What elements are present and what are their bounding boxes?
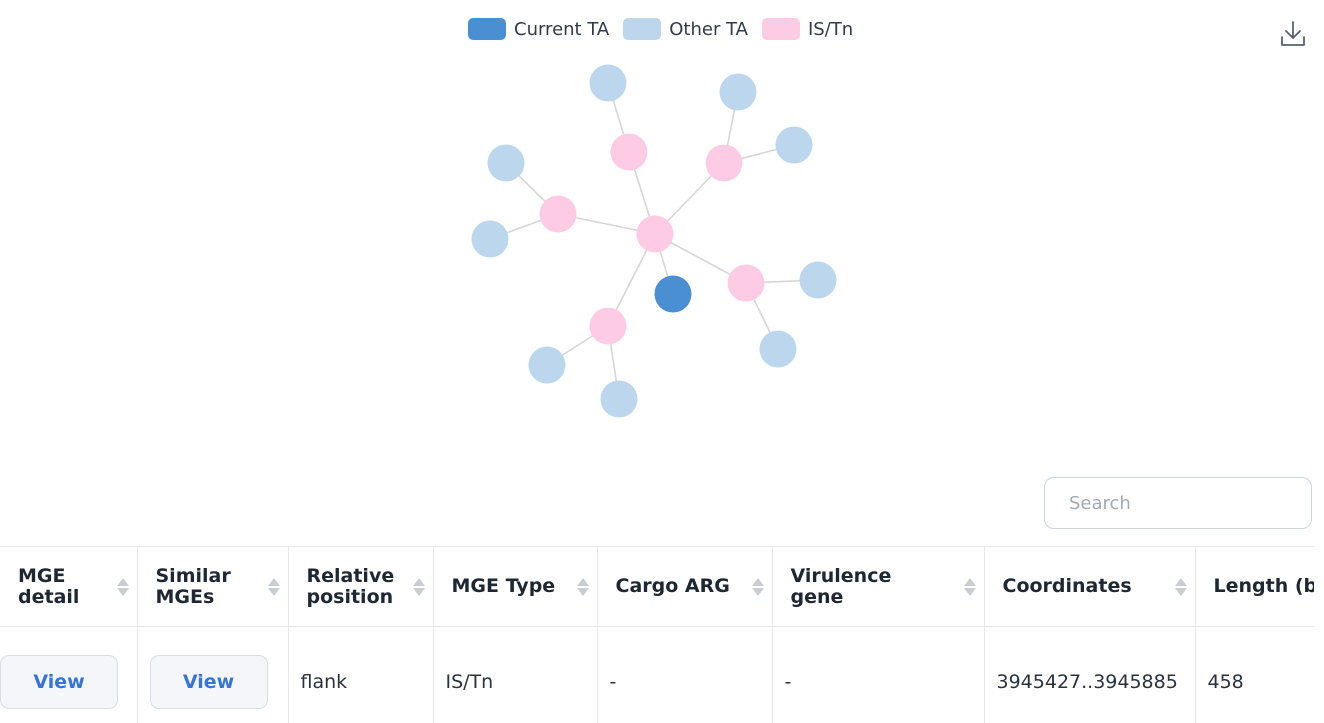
table-header-row: MGE detail Similar MGEs Relative positio… [0, 546, 1315, 627]
view-similar-mges-button[interactable]: View [149, 654, 268, 709]
sort-icon[interactable] [116, 577, 129, 596]
legend-swatch [762, 18, 800, 40]
cell-similar-mges: View [137, 626, 289, 723]
sort-icon[interactable] [267, 577, 280, 596]
other-ta-node[interactable] [775, 126, 813, 164]
column-header-length[interactable]: Length (bp) [1195, 546, 1315, 627]
is-tn-node[interactable] [610, 133, 648, 171]
table-row: View View flank IS/Tn - - 3945427..39458… [0, 626, 1314, 723]
cell-mge-detail: View [0, 626, 138, 723]
is-tn-node[interactable] [539, 195, 577, 233]
sort-icon[interactable] [963, 577, 976, 596]
legend-swatch [468, 18, 506, 40]
other-ta-node[interactable] [799, 261, 837, 299]
graph-legend: Current TA Other TA IS/Tn [468, 16, 867, 42]
sort-icon[interactable] [576, 577, 589, 596]
other-ta-node[interactable] [759, 330, 797, 368]
column-header-mge-detail[interactable]: MGE detail [0, 546, 138, 627]
sort-icon[interactable] [412, 577, 425, 596]
column-header-virulence-gene[interactable]: Virulence gene [772, 546, 985, 627]
cell-coordinates: 3945427..3945885 [984, 626, 1196, 723]
column-header-label: Length (bp) [1213, 575, 1315, 597]
column-header-label: Relative position [306, 564, 395, 608]
other-ta-node[interactable] [719, 73, 757, 111]
cell-relative-position: flank [288, 626, 434, 723]
column-header-label: Coordinates [1002, 575, 1132, 597]
legend-label: IS/Tn [808, 18, 854, 40]
cell-virulence-gene: - [772, 626, 985, 723]
legend-label: Current TA [514, 18, 610, 40]
search-input[interactable] [1044, 477, 1312, 529]
network-graph [471, 64, 837, 418]
legend-item-is-tn[interactable]: IS/Tn [762, 18, 853, 40]
is-tn-node[interactable] [727, 264, 765, 302]
other-ta-node[interactable] [589, 64, 627, 102]
legend-item-other-ta[interactable]: Other TA [623, 18, 748, 40]
download-icon[interactable] [1280, 20, 1306, 48]
sort-icon[interactable] [751, 577, 764, 596]
column-header-relative-position[interactable]: Relative position [288, 546, 434, 627]
legend-swatch [623, 18, 662, 40]
column-header-similar-mges[interactable]: Similar MGEs [137, 546, 289, 627]
cell-cargo-arg: - [597, 626, 773, 723]
mge-table: MGE detail Similar MGEs Relative positio… [0, 546, 1314, 723]
legend-item-current-ta[interactable]: Current TA [468, 18, 609, 40]
cell-length: 458 [1195, 626, 1314, 723]
cell-mge-type: IS/Tn [433, 626, 598, 723]
is-tn-node[interactable] [705, 144, 743, 182]
column-header-label: Cargo ARG [615, 575, 730, 597]
column-header-label: MGE Type [451, 575, 556, 597]
column-header-mge-type[interactable]: MGE Type [433, 546, 598, 627]
column-header-label: MGE detail [18, 564, 80, 608]
other-ta-node[interactable] [600, 380, 638, 418]
column-header-coordinates[interactable]: Coordinates [984, 546, 1196, 627]
is-tn-node[interactable] [636, 215, 674, 253]
column-header-cargo-arg[interactable]: Cargo ARG [597, 546, 773, 627]
column-header-label: Similar MGEs [155, 564, 231, 608]
other-ta-node[interactable] [487, 144, 525, 182]
is-tn-node[interactable] [589, 307, 627, 345]
legend-label: Other TA [669, 18, 748, 40]
sort-icon[interactable] [1174, 577, 1187, 596]
column-header-label: Virulence gene [790, 564, 892, 608]
current-ta-node[interactable] [654, 275, 692, 313]
view-mge-detail-button[interactable]: View [0, 654, 118, 709]
other-ta-node[interactable] [528, 346, 566, 384]
other-ta-node[interactable] [471, 220, 509, 258]
